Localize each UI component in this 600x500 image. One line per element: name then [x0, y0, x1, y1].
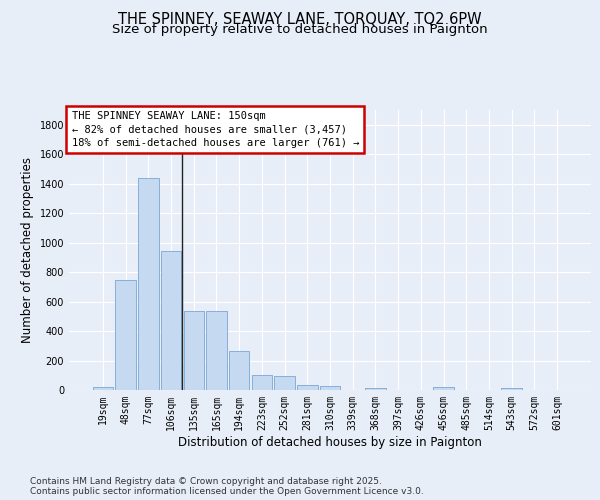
Text: THE SPINNEY SEAWAY LANE: 150sqm
← 82% of detached houses are smaller (3,457)
18%: THE SPINNEY SEAWAY LANE: 150sqm ← 82% of… [71, 112, 359, 148]
Bar [138, 178, 158, 390]
Bar [502, 388, 522, 390]
Text: Size of property relative to detached houses in Paignton: Size of property relative to detached ho… [112, 22, 488, 36]
Bar [365, 388, 386, 390]
Bar [433, 388, 454, 390]
Bar [229, 350, 250, 390]
Bar [184, 311, 204, 390]
X-axis label: Distribution of detached houses by size in Paignton: Distribution of detached houses by size … [178, 436, 482, 448]
Y-axis label: Number of detached properties: Number of detached properties [21, 157, 34, 343]
Text: Contains HM Land Registry data © Crown copyright and database right 2025.: Contains HM Land Registry data © Crown c… [30, 478, 382, 486]
Text: THE SPINNEY, SEAWAY LANE, TORQUAY, TQ2 6PW: THE SPINNEY, SEAWAY LANE, TORQUAY, TQ2 6… [118, 12, 482, 28]
Bar [115, 280, 136, 390]
Bar [274, 376, 295, 390]
Bar [320, 386, 340, 390]
Bar [206, 311, 227, 390]
Bar [297, 385, 317, 390]
Text: Contains public sector information licensed under the Open Government Licence v3: Contains public sector information licen… [30, 488, 424, 496]
Bar [251, 374, 272, 390]
Bar [161, 250, 181, 390]
Bar [93, 387, 113, 390]
